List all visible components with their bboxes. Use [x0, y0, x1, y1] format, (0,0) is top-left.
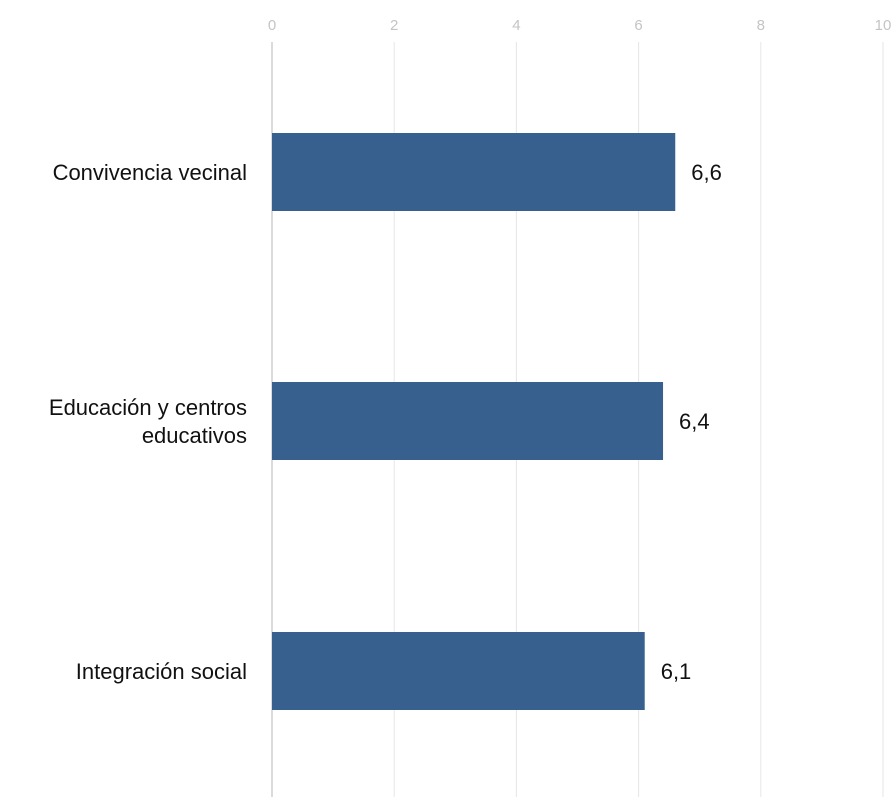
category-labels: Convivencia vecinal Educación y centros ed…: [49, 160, 247, 684]
category-label-line: Educación y centros: [49, 395, 247, 420]
x-tick-label: 10: [875, 17, 892, 34]
category-label-line: Integración social: [76, 659, 247, 684]
value-label: 6,1: [661, 659, 692, 684]
category-label: Integración social: [76, 659, 247, 684]
x-tick-label: 0: [268, 17, 276, 34]
x-axis-ticks: 0 2 4 6 8 10: [268, 17, 892, 34]
value-label: 6,4: [679, 409, 710, 434]
bar: [272, 632, 645, 710]
x-tick-label: 2: [390, 17, 398, 34]
x-tick-label: 6: [634, 17, 642, 34]
category-label: Convivencia vecinal: [53, 160, 247, 185]
value-label: 6,6: [691, 160, 722, 185]
bar: [272, 382, 664, 460]
category-label: Educación y centros educativos: [49, 395, 247, 448]
x-tick-label: 4: [512, 17, 520, 34]
value-labels: 6,6 6,4 6,1: [661, 160, 722, 684]
category-label-line: Convivencia vecinal: [53, 160, 247, 185]
x-tick-label: 8: [757, 17, 765, 34]
category-label-line: educativos: [142, 423, 247, 448]
bars: [272, 133, 676, 710]
bar: [272, 133, 676, 211]
